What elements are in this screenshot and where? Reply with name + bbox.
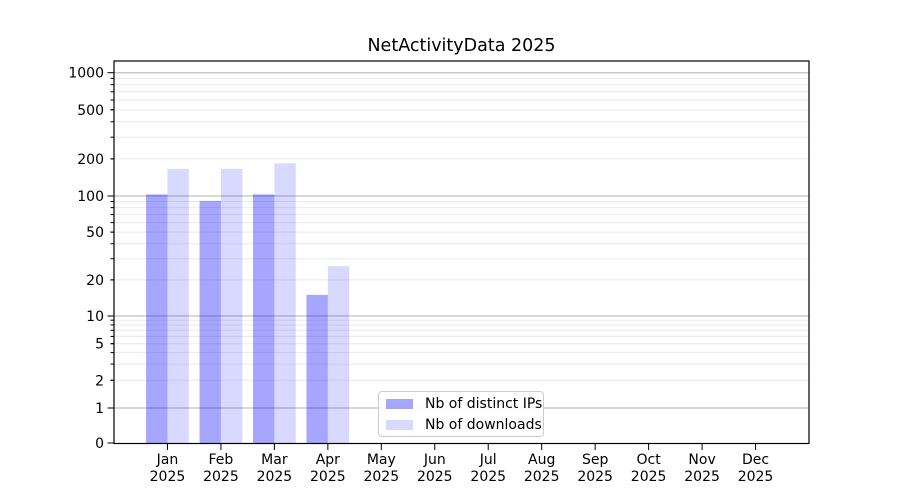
y-tick-label: 0 [95,436,104,452]
x-tick-label-month: Jul [479,452,497,468]
plot-border [113,60,810,445]
legend-item-distinct-ips: Nb of distinct IPs [386,394,543,414]
x-tick-label-year: 2025 [684,469,720,485]
y-tick-label: 500 [77,103,104,119]
x-tick-label-year: 2025 [417,469,453,485]
x-tick-label-month: Apr [316,452,340,468]
legend-label-distinct-ips: Nb of distinct IPs [425,395,543,412]
x-tick-label-month: Aug [528,452,555,468]
x-tick-label-month: Nov [688,452,715,468]
legend-swatch-distinct-ips-icon [386,398,413,409]
x-tick-label-year: 2025 [150,469,186,485]
bar-distinct-ips-feb [199,200,221,444]
bar-downloads-jan [167,168,189,444]
legend: Nb of distinct IPs Nb of downloads [378,391,544,437]
x-tick-label-year: 2025 [577,469,613,485]
x-tick-label-year: 2025 [524,469,560,485]
x-tick-label-year: 2025 [470,469,506,485]
y-tick-label: 200 [77,152,104,168]
x-tick-label-month: May [367,452,396,468]
y-tick-label: 2 [95,373,104,389]
x-tick-label-month: Jan [156,452,179,468]
y-tick-label: 1000 [68,66,104,82]
chart-title: NetActivityData 2025 [367,36,556,56]
legend-item-downloads: Nb of downloads [386,415,543,435]
bar-downloads-feb [220,168,243,444]
x-tick-label-month: Oct [637,452,662,468]
x-tick-label-month: Mar [261,452,288,468]
bar-distinct-ips-mar [253,194,275,444]
y-tick-label: 100 [77,189,104,205]
bar-downloads-mar [274,163,296,444]
x-tick-label-year: 2025 [257,469,293,485]
bar-downloads-apr [327,266,350,444]
x-tick-label-year: 2025 [203,469,239,485]
legend-swatch-downloads-icon [386,419,413,430]
y-tick-label: 5 [95,337,104,353]
x-tick-label-month: Jun [423,452,446,468]
y-tick-label: 20 [86,273,104,289]
x-tick-label-year: 2025 [310,469,346,485]
y-tick-label: 10 [86,309,104,325]
x-tick-label-month: Feb [209,452,234,468]
x-tick-label-month: Dec [742,452,769,468]
bar-distinct-ips-apr [306,294,328,444]
x-tick-label-year: 2025 [738,469,774,485]
legend-label-downloads: Nb of downloads [425,416,542,433]
y-tick-label: 50 [86,225,104,241]
x-tick-label-year: 2025 [631,469,667,485]
x-tick-label-month: Sep [582,452,609,468]
bar-distinct-ips-jan [146,194,168,444]
y-tick-label: 1 [95,401,104,417]
x-tick-label-year: 2025 [363,469,399,485]
